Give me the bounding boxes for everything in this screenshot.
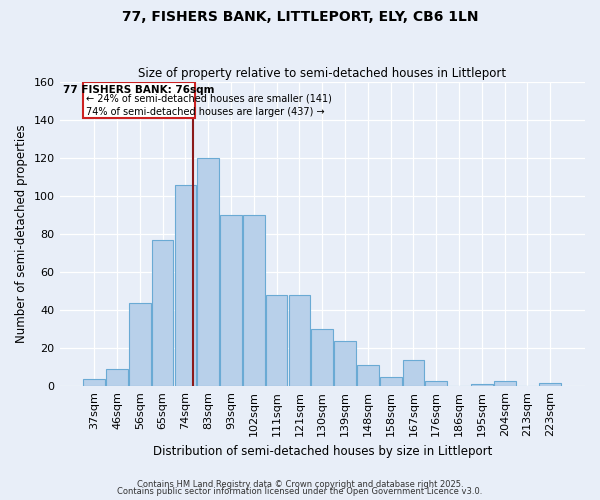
Bar (425, 380, 447, 386)
Text: 77, FISHERS BANK, LITTLEPORT, ELY, CB6 1LN: 77, FISHERS BANK, LITTLEPORT, ELY, CB6 1… (122, 10, 478, 24)
Bar (152, 240, 173, 386)
Bar (539, 382, 561, 386)
Bar (197, 158, 219, 386)
Bar (289, 295, 310, 386)
Bar (129, 302, 151, 386)
Bar (243, 215, 265, 386)
Text: Contains public sector information licensed under the Open Government Licence v3: Contains public sector information licen… (118, 488, 482, 496)
Title: Size of property relative to semi-detached houses in Littleport: Size of property relative to semi-detach… (138, 66, 506, 80)
Text: 77 FISHERS BANK: 76sqm: 77 FISHERS BANK: 76sqm (63, 85, 214, 95)
Text: 74% of semi-detached houses are larger (437) →: 74% of semi-detached houses are larger (… (86, 106, 325, 117)
Y-axis label: Number of semi-detached properties: Number of semi-detached properties (15, 125, 28, 344)
Text: ← 24% of semi-detached houses are smaller (141): ← 24% of semi-detached houses are smalle… (86, 93, 332, 103)
Bar (380, 377, 401, 386)
FancyBboxPatch shape (83, 82, 194, 118)
Bar (357, 366, 379, 386)
Bar (403, 360, 424, 386)
Bar (106, 369, 128, 386)
X-axis label: Distribution of semi-detached houses by size in Littleport: Distribution of semi-detached houses by … (152, 444, 492, 458)
Bar (311, 330, 333, 386)
Bar (471, 384, 493, 386)
Bar (83, 378, 105, 386)
Bar (266, 295, 287, 386)
Bar (220, 215, 242, 386)
Bar (175, 184, 196, 386)
Text: Contains HM Land Registry data © Crown copyright and database right 2025.: Contains HM Land Registry data © Crown c… (137, 480, 463, 489)
Bar (494, 380, 515, 386)
Bar (334, 340, 356, 386)
